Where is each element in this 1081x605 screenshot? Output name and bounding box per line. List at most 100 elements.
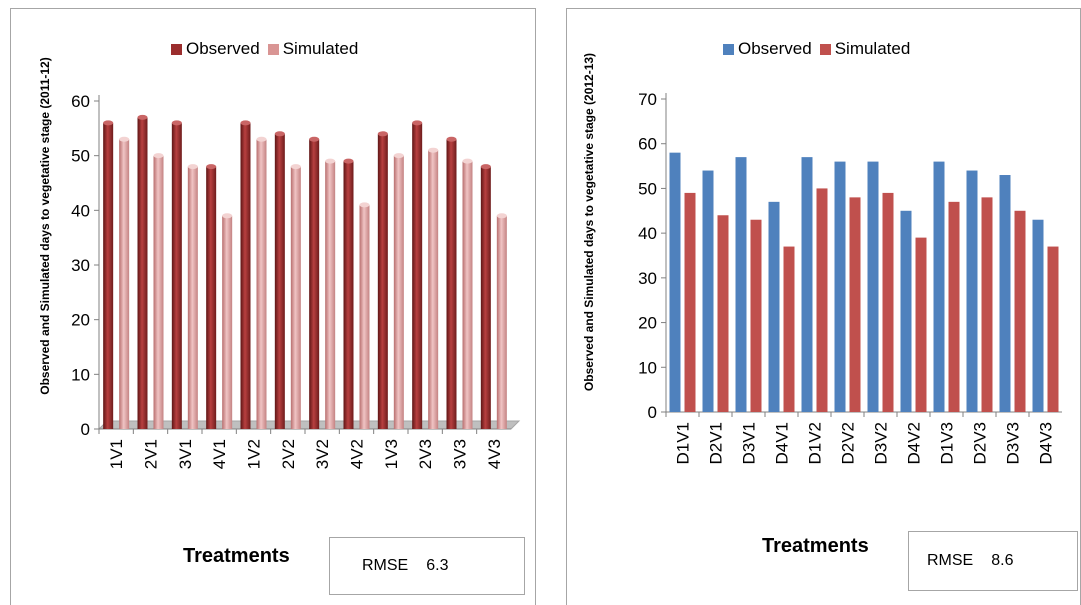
x-tick-label: D3V2 [872,422,891,465]
bar-observed-D2V3 [966,170,978,412]
bar-observed-D4V3 [1032,219,1044,412]
y-tick-label: 0 [648,403,657,422]
bar-observed-D3V2 [867,161,879,412]
legend-left: Observed Simulated [171,39,366,59]
bar-simulated-D4V2 [915,237,927,412]
bar-observed-D1V1 [103,120,114,429]
y-tick-label: 40 [71,201,90,220]
x-tick-label: D1V3 [382,439,401,469]
legend-label-observed: Observed [186,39,260,58]
bar-simulated-D3V2 [882,192,894,412]
y-tick-label: 30 [71,256,90,275]
x-tick-label: D1V1 [674,422,693,465]
legend-swatch-observed [171,43,182,55]
y-tick-label: 20 [638,314,657,333]
bar-observed-D2V3 [412,120,423,429]
rmse-label-right: RMSE [927,552,974,569]
chart-panel-2012-13: Observed Simulated Observed and Simulate… [566,8,1081,605]
y-tick-label: 10 [638,358,657,377]
bar-simulated-D3V1 [750,219,762,412]
bar-observed-D1V3 [933,161,945,412]
y-tick-label: 50 [638,179,657,198]
x-tick-label: D4V1 [773,422,792,465]
x-tick-label: D3V3 [1004,422,1023,465]
x-tick-label: D1V3 [938,422,957,465]
x-tick-label: D4V3 [485,439,504,469]
bar-simulated-D3V2 [325,158,336,429]
legend-swatch-simulated [267,43,279,55]
y-tick-label: 60 [638,135,657,154]
legend-swatch-observed [723,43,734,55]
bar-observed-D1V1 [669,152,681,412]
legend-swatch-simulated [819,43,831,55]
legend-item-simulated: Simulated [819,39,911,59]
x-tick-label: D3V2 [313,439,332,469]
bar-observed-D3V2 [309,136,320,429]
bar-simulated-D1V3 [393,153,404,429]
x-tick-label: D4V2 [348,439,367,469]
bar-simulated-D4V3 [1047,246,1059,412]
y-tick-label: 10 [71,365,90,384]
y-tick-label: 20 [71,311,90,330]
bar-simulated-D2V1 [717,215,729,412]
bar-chart-2011-12: 0 10 20 30 40 50 60 D1V1 D2V1 D3V1 D4V1 D1V2 D2V2 D3V… [71,92,521,469]
bar-simulated-D2V2 [849,197,861,412]
y-tick-label: 70 [638,90,657,109]
bar-observed-D2V2 [274,131,285,430]
bar-observed-D3V1 [171,120,182,429]
bar-observed-D1V3 [377,131,388,430]
bar-simulated-D3V3 [462,158,473,429]
bar-simulated-D1V2 [816,188,828,412]
legend-label-simulated: Simulated [834,39,911,58]
chart-panel-2011-12: Observed Simulated Observed and Simulate… [10,8,536,605]
bar-simulated-D1V2 [256,136,267,429]
x-tick-label: D2V2 [839,422,858,465]
x-tick-label: D3V1 [740,422,759,465]
bar-simulated-D1V1 [684,192,696,412]
x-tick-label: D2V2 [279,439,298,469]
rmse-box-right: RMSE 8.6 [908,531,1078,591]
bar-simulated-D4V1 [783,246,795,412]
rmse-label-left: RMSE [362,557,409,574]
bar-observed-D4V1 [768,201,780,412]
y-tick-label: 40 [638,224,657,243]
x-axis-title-right: Treatments [762,535,869,557]
rmse-value-left: 6.3 [426,557,449,574]
bar-simulated-D1V1 [119,136,130,429]
bar-simulated-D3V1 [187,164,198,429]
x-tick-label: D1V2 [245,439,264,469]
x-tick-label: D1V2 [806,422,825,465]
y-tick-label: 30 [638,269,657,288]
rmse-value-right: 8.6 [991,552,1014,569]
legend-item-observed: Observed [171,39,260,59]
x-tick-label: D2V3 [971,422,990,465]
bar-simulated-D2V1 [153,153,164,429]
bar-simulated-D2V2 [290,164,301,429]
legend-label-simulated: Simulated [282,39,359,58]
x-tick-label: D4V3 [1037,422,1056,465]
legend-right: Observed Simulated [723,39,918,59]
rmse-box-left: RMSE 6.3 [329,537,525,595]
x-tick-label: D4V2 [905,422,924,465]
y-tick-label: 60 [71,92,90,111]
legend-label-observed: Observed [738,39,812,58]
bar-observed-D2V2 [834,161,846,412]
y-tick-label: 50 [71,147,90,166]
legend-item-simulated: Simulated [267,39,359,59]
bar-observed-D4V2 [343,158,354,429]
bar-observed-D3V3 [446,136,457,429]
bar-observed-D4V1 [206,164,217,429]
bar-observed-D3V1 [735,157,747,412]
bar-simulated-D4V1 [222,213,233,429]
bar-simulated-D4V2 [359,202,370,429]
bar-chart-2012-13: 0 10 20 30 40 50 60 70 D1V1 D2V1 D3V1 D4V1 D1V2 D2V2 D… [638,90,1062,465]
bar-simulated-D2V3 [428,147,439,429]
bar-observed-D4V3 [480,164,491,429]
bar-simulated-D3V3 [1014,210,1026,412]
x-tick-label: D3V3 [451,439,470,469]
y-tick-label: 0 [81,420,90,439]
bar-observed-D1V2 [801,157,813,412]
x-tick-label: D2V3 [416,439,435,469]
bar-simulated-D1V3 [948,201,960,412]
bar-observed-D3V3 [999,175,1011,412]
